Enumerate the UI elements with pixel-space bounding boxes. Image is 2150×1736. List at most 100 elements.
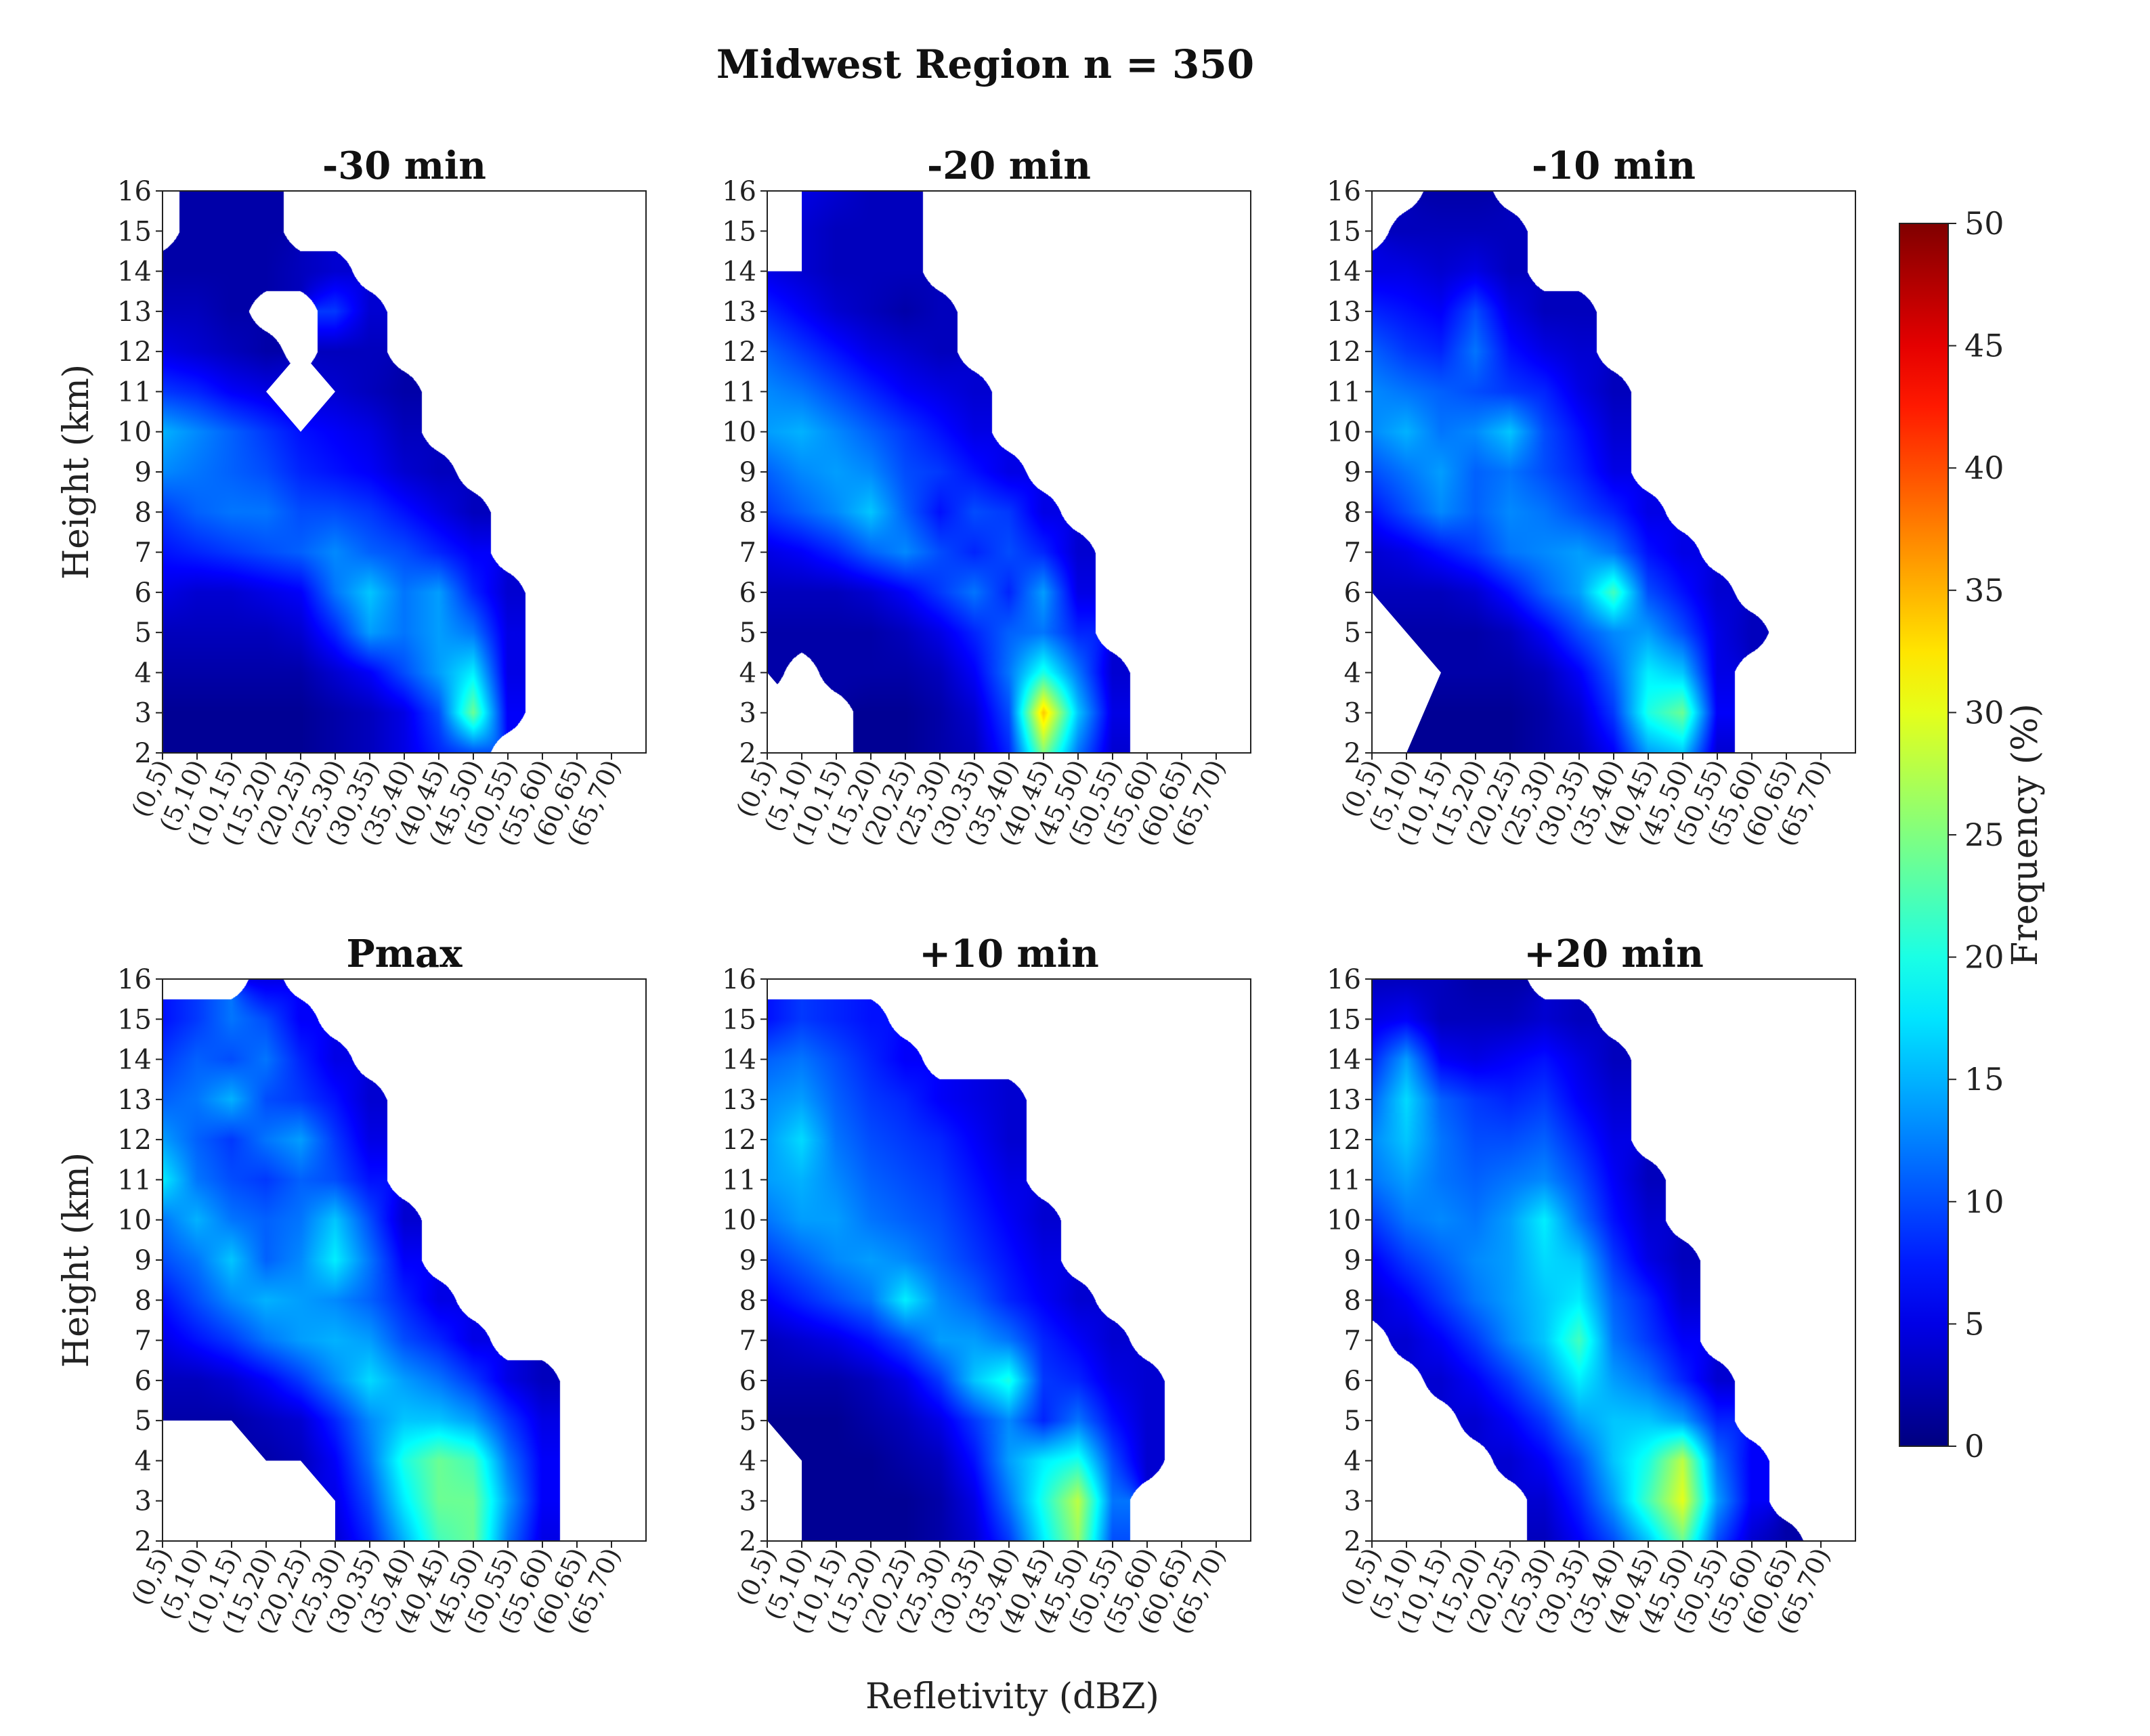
y-tick-label: 4 xyxy=(1344,657,1361,689)
y-tick-label: 4 xyxy=(739,657,756,689)
colorbar-tick-label: 30 xyxy=(1964,694,2004,731)
heatmap-panel-3: -10 min2345678910111213141516(0,5)(5,10)… xyxy=(1327,144,1856,850)
y-tick-label: 12 xyxy=(1327,337,1361,368)
y-tick-label: 2 xyxy=(135,1526,152,1557)
y-tick-label: 13 xyxy=(1327,1085,1361,1116)
y-tick-label: 5 xyxy=(739,1406,756,1437)
y-tick-label: 6 xyxy=(135,578,152,609)
y-tick-label: 16 xyxy=(117,176,152,207)
y-tick-label: 6 xyxy=(739,578,756,609)
colorbar-tick-label: 10 xyxy=(1964,1184,2004,1220)
y-tick-label: 15 xyxy=(722,1004,756,1035)
y-tick-label: 2 xyxy=(1344,1526,1361,1557)
panel-title: +20 min xyxy=(1524,932,1704,976)
y-tick-label: 13 xyxy=(1327,297,1361,328)
y-tick-label: 2 xyxy=(135,738,152,769)
y-tick-label: 6 xyxy=(135,1366,152,1397)
y-tick-label: 7 xyxy=(135,1326,152,1357)
y-tick-label: 7 xyxy=(1344,538,1361,569)
y-tick-label: 14 xyxy=(1327,257,1361,288)
y-tick-label: 8 xyxy=(1344,1285,1361,1316)
y-tick-label: 5 xyxy=(1344,1406,1361,1437)
y-tick-label: 16 xyxy=(1327,176,1361,207)
y-tick-label: 7 xyxy=(135,538,152,569)
heatmap-gap-2 xyxy=(266,351,335,432)
y-tick-label: 9 xyxy=(739,1245,756,1276)
panel-title: -20 min xyxy=(927,144,1091,188)
y-tick-label: 3 xyxy=(135,698,152,729)
colorbar: 0 5 10 15 20 25 30 35 40 45 50 Frequency (%) xyxy=(1899,205,2046,1464)
y-tick-label: 2 xyxy=(739,1526,756,1557)
heatmap-gap-3 xyxy=(802,672,836,753)
colorbar-tick-label: 5 xyxy=(1964,1305,1984,1342)
heatmap-panel-1: -30 min2345678910111213141516(0,5)(5,10)… xyxy=(117,144,647,850)
y-tick-label: 6 xyxy=(1344,1366,1361,1397)
heatmap-panel-4: Pmax2345678910111213141516(0,5)(5,10)(10… xyxy=(117,932,647,1639)
y-tick-label: 6 xyxy=(1344,578,1361,609)
y-tick-label: 8 xyxy=(739,1285,756,1316)
y-tick-label: 8 xyxy=(739,497,756,528)
y-tick-label: 12 xyxy=(1327,1125,1361,1156)
y-tick-label: 5 xyxy=(135,1406,152,1437)
y-tick-label: 3 xyxy=(135,1486,152,1517)
y-tick-label: 4 xyxy=(135,1446,152,1477)
y-tick-label: 13 xyxy=(117,1085,152,1116)
y-tick-label: 16 xyxy=(722,964,756,995)
colorbar-tick-label: 25 xyxy=(1964,817,2004,853)
y-tick-label: 7 xyxy=(739,1326,756,1357)
y-tick-label: 12 xyxy=(117,337,152,368)
figure-suptitle: Midwest Region n = 350 xyxy=(716,41,1254,87)
y-tick-label: 12 xyxy=(117,1125,152,1156)
y-tick-label: 10 xyxy=(1327,1205,1361,1236)
y-tick-label: 3 xyxy=(739,698,756,729)
heatmap-field xyxy=(767,979,1251,1541)
y-tick-label: 16 xyxy=(722,176,756,207)
y-tick-label: 4 xyxy=(1344,1446,1361,1477)
heatmap-gap-1 xyxy=(767,672,802,753)
y-tick-label: 5 xyxy=(739,617,756,649)
colorbar-tick-label: 0 xyxy=(1964,1428,1984,1464)
y-tick-label: 14 xyxy=(117,1045,152,1076)
y-tick-label: 13 xyxy=(722,297,756,328)
y-tick-label: 11 xyxy=(722,376,756,408)
heatmap-gap-1 xyxy=(1372,592,1441,753)
y-tick-label: 11 xyxy=(117,1165,152,1196)
y-tick-label: 14 xyxy=(117,257,152,288)
y-tick-label: 11 xyxy=(1327,1165,1361,1196)
y-tick-label: 8 xyxy=(135,497,152,528)
figure-xlabel: Refletivity (dBZ) xyxy=(865,1676,1159,1717)
y-tick-label: 11 xyxy=(117,376,152,408)
y-tick-label: 10 xyxy=(722,417,756,448)
y-tick-label: 3 xyxy=(1344,1486,1361,1517)
y-tick-label: 10 xyxy=(117,417,152,448)
y-tick-label: 5 xyxy=(1344,617,1361,649)
y-tick-label: 16 xyxy=(117,964,152,995)
heatmap-gap-2 xyxy=(767,191,802,272)
y-tick-label: 2 xyxy=(739,738,756,769)
y-tick-label: 8 xyxy=(1344,497,1361,528)
y-tick-label: 9 xyxy=(1344,1245,1361,1276)
y-axis-label: Height (km) xyxy=(56,364,97,580)
y-tick-label: 4 xyxy=(135,657,152,689)
y-tick-label: 14 xyxy=(722,257,756,288)
colorbar-tick-label: 35 xyxy=(1964,572,2004,609)
y-tick-label: 9 xyxy=(135,1245,152,1276)
heatmap-panel-5: +10 min2345678910111213141516(0,5)(5,10)… xyxy=(722,932,1251,1639)
heatmap-field xyxy=(1372,191,1855,753)
colorbar-tick-label: 50 xyxy=(1964,205,2004,242)
y-tick-label: 15 xyxy=(117,1004,152,1035)
y-tick-label: 3 xyxy=(1344,698,1361,729)
colorbar-tick-label: 15 xyxy=(1964,1061,2004,1098)
y-tick-label: 12 xyxy=(722,337,756,368)
panel-title: -30 min xyxy=(322,144,486,188)
heatmap-gap-1 xyxy=(163,1420,335,1541)
y-tick-label: 15 xyxy=(1327,216,1361,247)
y-tick-label: 16 xyxy=(1327,964,1361,995)
y-tick-label: 14 xyxy=(722,1045,756,1076)
heatmap-field xyxy=(767,191,1251,753)
y-tick-label: 5 xyxy=(135,617,152,649)
y-tick-label: 15 xyxy=(117,216,152,247)
y-tick-label: 7 xyxy=(1344,1326,1361,1357)
y-tick-label: 9 xyxy=(1344,457,1361,488)
